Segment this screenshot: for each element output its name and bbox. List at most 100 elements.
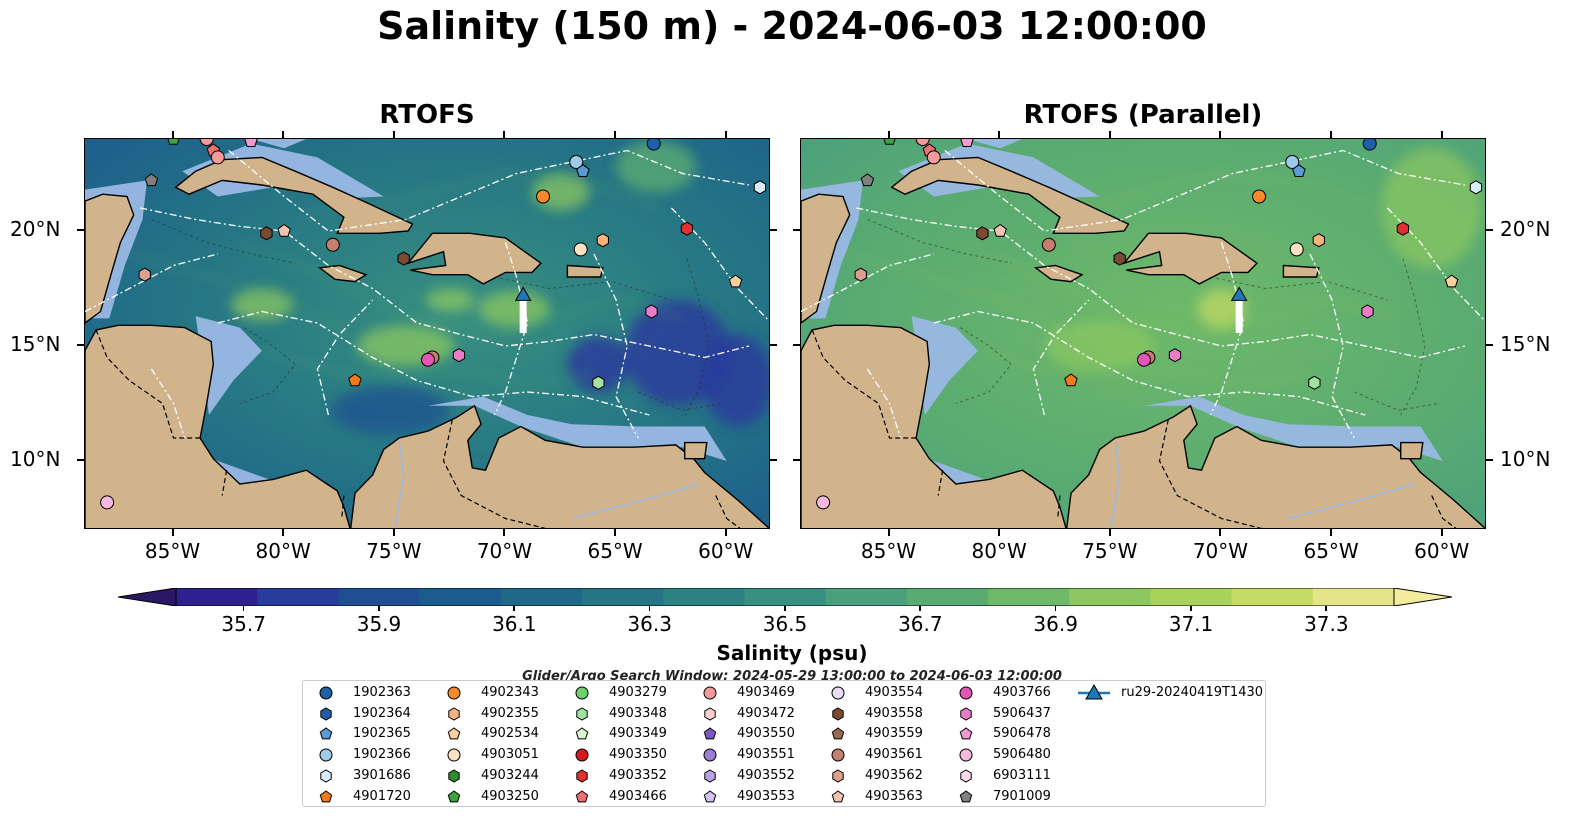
float-marker-4903561[interactable]: [325, 237, 340, 252]
float-marker-5906437[interactable]: [1168, 348, 1182, 363]
rivers: [394, 440, 699, 528]
colorbar-extend-high: [1393, 587, 1453, 607]
colorbar-tick-mark: [648, 606, 651, 611]
legend-symbol-icon: [959, 686, 973, 700]
legend-label: 1902366: [353, 747, 411, 763]
x-tick-label: 60°W: [1414, 539, 1470, 563]
landmass-puerto-rico: [566, 264, 604, 278]
glider-ru29[interactable]: [514, 286, 532, 333]
x-tick-label: 70°W: [1192, 539, 1249, 563]
float-marker-4902355[interactable]: [1312, 233, 1325, 248]
float-marker-4903562[interactable]: [854, 267, 867, 282]
float-marker-4903348[interactable]: [592, 375, 605, 390]
float-marker-4903561[interactable]: [1041, 237, 1056, 252]
float-marker-4903558[interactable]: [397, 251, 410, 266]
float-marker-5906437[interactable]: [452, 348, 466, 363]
float-marker-4903469[interactable]: [210, 150, 225, 165]
x-tick-mark: [1330, 131, 1333, 138]
float-marker-4903563[interactable]: [277, 223, 291, 237]
colorbar-tick-mark: [1190, 606, 1192, 611]
float-marker-4903051[interactable]: [1289, 242, 1304, 257]
country-borders: [95, 329, 741, 528]
legend-symbol-icon: [448, 707, 460, 721]
float-marker-5906480[interactable]: [100, 495, 115, 510]
colorbar-tick-label: 36.1: [492, 612, 537, 636]
float-marker-4903766[interactable]: [1137, 352, 1151, 367]
colorbar-tick-label: 36.9: [1033, 612, 1078, 636]
colorbar-tick-label: 35.7: [221, 612, 266, 636]
legend-symbol-icon: [959, 727, 973, 740]
float-marker-1902363[interactable]: [646, 139, 661, 151]
float-marker-4903469[interactable]: [926, 150, 941, 165]
float-marker-5906437[interactable]: [645, 304, 658, 319]
float-marker-4903562[interactable]: [138, 267, 151, 282]
landmass-jamaica: [1033, 264, 1084, 283]
float-markers: [816, 139, 1483, 510]
float-marker-4903250[interactable]: [167, 139, 180, 145]
y-tick-mark: [1486, 344, 1493, 346]
legend-symbol-icon: [575, 686, 589, 700]
colorbar: [117, 587, 1453, 607]
legend-symbol-icon: [319, 727, 333, 740]
x-tick-label: 65°W: [1303, 539, 1359, 563]
float-marker-4902355[interactable]: [596, 233, 609, 248]
bathymetry-contours: [867, 219, 1439, 416]
map-panel-rtofs[interactable]: [84, 138, 770, 529]
float-marker-4902343[interactable]: [536, 189, 551, 204]
float-marker-4903469[interactable]: [199, 139, 214, 146]
legend-label: 5906478: [993, 726, 1051, 742]
float-marker-4903766[interactable]: [421, 352, 435, 367]
legend-label: 3901686: [353, 767, 411, 783]
float-marker-4903469[interactable]: [915, 139, 930, 146]
legend-symbol-icon: [447, 789, 461, 802]
x-tick-mark: [998, 529, 1001, 536]
float-marker-4901720[interactable]: [348, 373, 362, 387]
float-marker-4903563[interactable]: [993, 223, 1007, 237]
float-marker-4903051[interactable]: [573, 242, 588, 257]
rivers: [1110, 440, 1415, 528]
float-marker-4903558[interactable]: [1113, 251, 1126, 266]
landmass-trinidad: [684, 441, 708, 460]
float-marker-1902365[interactable]: [1292, 164, 1306, 177]
legend-label: 1902364: [353, 705, 411, 721]
colorbar-segment: [1150, 588, 1233, 606]
float-marker-3901686[interactable]: [753, 180, 767, 195]
float-marker-5906480[interactable]: [816, 495, 831, 510]
legend-symbol-icon: [960, 769, 972, 783]
legend-label: 4903559: [865, 726, 923, 742]
float-marker-4903348[interactable]: [1308, 375, 1321, 390]
legend-symbol-icon: [831, 789, 845, 802]
float-marker-4901720[interactable]: [1064, 373, 1078, 387]
legend-symbol-icon: [703, 727, 717, 740]
x-tick-mark: [282, 131, 285, 138]
map-panel-rtofs-parallel[interactable]: [800, 138, 1486, 529]
float-marker-1902366[interactable]: [569, 155, 584, 169]
float-marker-4902534[interactable]: [728, 274, 743, 288]
float-marker-5906478[interactable]: [960, 139, 974, 148]
float-marker-4903352[interactable]: [680, 221, 694, 236]
float-marker-5906437[interactable]: [1361, 304, 1374, 319]
float-marker-4903352[interactable]: [1396, 221, 1410, 236]
legend-label: 4903469: [737, 685, 795, 700]
y-tick-mark: [793, 229, 800, 231]
x-tick-mark: [171, 529, 174, 536]
float-marker-7901009[interactable]: [860, 173, 875, 187]
glider-ru29[interactable]: [1230, 286, 1248, 333]
land-mask: [801, 156, 1485, 528]
colorbar-segment: [257, 588, 339, 606]
float-marker-4902534[interactable]: [1444, 274, 1459, 288]
float-marker-3901686[interactable]: [1469, 180, 1483, 195]
legend-symbol-icon: [703, 686, 717, 700]
float-marker-4903250[interactable]: [883, 139, 896, 145]
float-marker-1902363[interactable]: [1362, 139, 1377, 151]
legend-label: 1902363: [353, 685, 411, 700]
legend-label: 4903348: [609, 705, 667, 721]
float-marker-1902365[interactable]: [576, 164, 590, 177]
float-marker-5906478[interactable]: [244, 139, 258, 148]
float-marker-7901009[interactable]: [144, 173, 159, 187]
float-marker-4903558[interactable]: [976, 226, 989, 241]
float-marker-4902343[interactable]: [1252, 189, 1267, 204]
float-marker-1902366[interactable]: [1285, 155, 1300, 169]
legend-label: 4903766: [993, 685, 1051, 700]
float-marker-4903558[interactable]: [260, 226, 273, 241]
